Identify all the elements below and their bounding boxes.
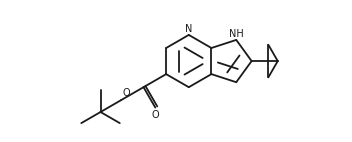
Text: NH: NH (229, 29, 244, 38)
Text: O: O (122, 88, 130, 98)
Text: N: N (185, 24, 193, 34)
Text: O: O (151, 110, 159, 120)
